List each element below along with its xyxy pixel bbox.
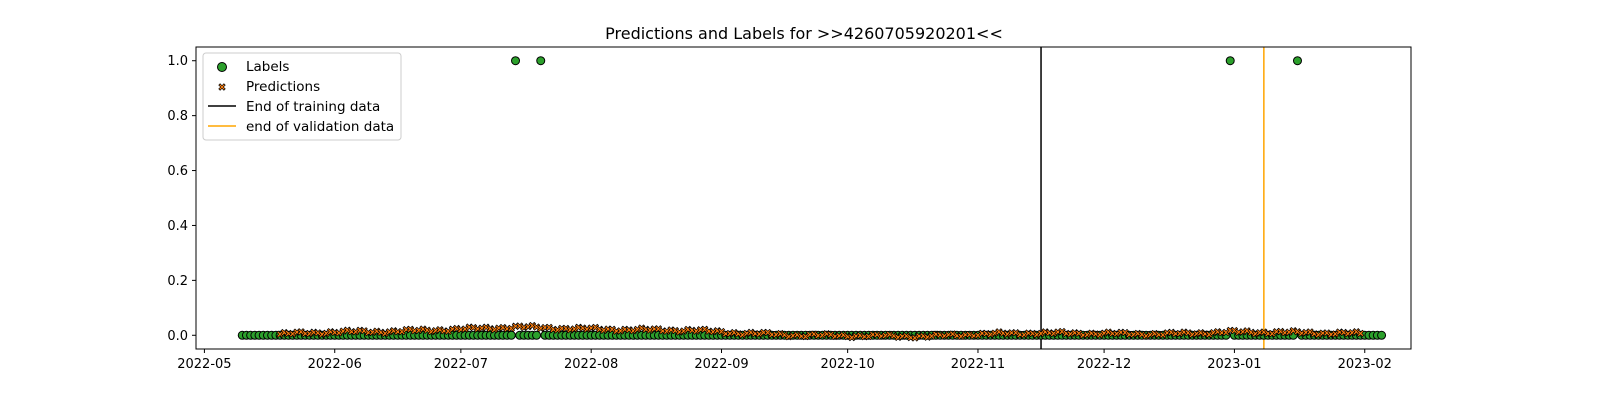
x-tick-label: 2022-11: [951, 357, 1005, 372]
x-tick-label: 2022-12: [1077, 357, 1131, 372]
label-point: [1292, 56, 1302, 66]
prediction-point: [1037, 329, 1045, 338]
y-axis: 0.0 0.2 0.4 0.6 0.8 1.0: [167, 54, 196, 344]
x-tick-label: 2022-09: [694, 357, 748, 372]
prediction-point: [381, 329, 389, 338]
y-tick-label: 0.0: [167, 329, 188, 344]
y-tick-label: 0.8: [167, 109, 188, 124]
legend: Labels Predictions End of training data …: [202, 52, 402, 141]
prediction-point: [801, 332, 810, 341]
prediction-point: [1176, 329, 1184, 338]
prediction-point: [1222, 328, 1230, 337]
legend-labels-marker: [217, 62, 227, 72]
x-tick-label: 2022-08: [564, 357, 618, 372]
x-tick-label: 2022-05: [177, 357, 231, 372]
prediction-point: [679, 327, 688, 335]
prediction-point: [1285, 328, 1293, 336]
legend-predictions-marker: [218, 83, 226, 91]
prediction-point: [1096, 331, 1104, 339]
plot-area-frame: [195, 46, 1412, 350]
prediction-point: [1205, 330, 1213, 339]
label-point: [536, 56, 546, 66]
prediction-point: [1113, 330, 1121, 338]
prediction-point: [1049, 329, 1058, 338]
x-tick-label: 2023-02: [1338, 357, 1392, 372]
label-point: [1377, 330, 1387, 340]
prediction-point: [444, 327, 452, 335]
prediction-point: [911, 334, 919, 342]
prediction-point: [276, 330, 284, 338]
y-tick-label: 0.2: [167, 274, 188, 289]
label-point: [1225, 56, 1235, 66]
y-tick-label: 0.4: [167, 219, 188, 234]
x-tick-label: 2022-07: [434, 357, 488, 372]
prediction-point: [1020, 331, 1028, 339]
legend-box: [202, 52, 402, 141]
prediction-point: [570, 325, 579, 333]
legend-predictions-text: Predictions: [246, 79, 320, 95]
x-tick-label: 2022-06: [308, 357, 362, 372]
y-tick-label: 0.6: [167, 164, 188, 179]
prediction-point: [553, 326, 562, 334]
prediction-point: [864, 332, 873, 341]
prediction-point: [616, 327, 625, 335]
prediction-point: [738, 331, 747, 339]
prediction-point: [398, 327, 406, 336]
chart-title: Predictions and Labels for >>42607059202…: [605, 24, 1003, 43]
label-point: [506, 330, 516, 340]
prediction-point: [755, 330, 764, 338]
prediction-point: [305, 329, 314, 338]
legend-predictions-x-icon: [218, 83, 226, 91]
prediction-point: [461, 325, 469, 333]
prediction-point: [692, 327, 700, 335]
x-tick-label: 2022-10: [820, 357, 874, 372]
prediction-point: [352, 328, 360, 336]
legend-training-text: End of training data: [246, 99, 380, 115]
prediction-point: [1331, 330, 1340, 338]
prediction-point: [818, 331, 827, 339]
prediction-point: [1268, 329, 1276, 338]
x-axis: 2022-05 2022-06 2022-07 2022-08 2022-09 2022-…: [177, 349, 1392, 372]
prediction-point: [335, 329, 343, 337]
prediction-point: [322, 329, 331, 337]
prediction-point: [957, 332, 965, 341]
prediction-point: [1356, 329, 1365, 338]
prediction-point: [1083, 330, 1091, 339]
prediction-point: [490, 326, 499, 334]
prediction-point: [1159, 331, 1167, 339]
x-tick-label: 2023-01: [1207, 357, 1261, 372]
label-point: [532, 330, 542, 340]
legend-labels-text: Labels: [246, 59, 289, 75]
prediction-point: [1314, 330, 1323, 339]
prediction-point: [289, 330, 297, 338]
y-tick-label: 1.0: [167, 54, 188, 69]
label-point: [511, 56, 521, 66]
prediction-point: [928, 332, 936, 340]
prediction-point: [848, 333, 856, 342]
prediction-point: [974, 331, 982, 339]
prediction-point: [507, 324, 516, 333]
legend-validation-text: end of validation data: [246, 119, 394, 135]
